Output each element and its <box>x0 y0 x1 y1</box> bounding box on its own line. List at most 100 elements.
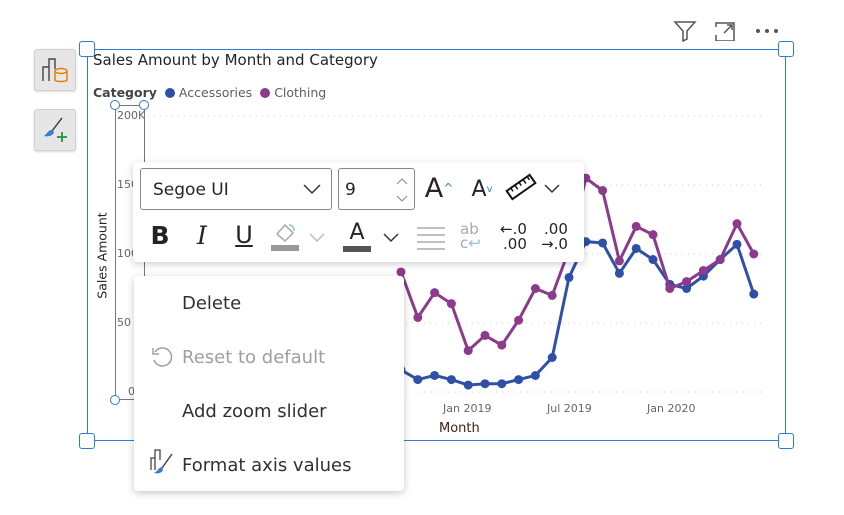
menu-item-reset-to-default[interactable]: Reset to default <box>182 347 326 368</box>
focus-mode-icon[interactable] <box>714 21 736 41</box>
legend-title: Category <box>93 85 157 100</box>
reset-icon <box>152 347 173 367</box>
legend-item-clothing[interactable]: Clothing <box>274 85 327 100</box>
underline-button[interactable]: U <box>231 218 257 252</box>
resize-handle[interactable] <box>778 41 794 57</box>
chevron-down-icon[interactable] <box>383 233 399 243</box>
data-point[interactable] <box>413 312 423 322</box>
data-point[interactable] <box>497 340 507 350</box>
format-visual-button[interactable] <box>34 109 76 151</box>
data-point[interactable] <box>749 289 759 299</box>
legend-marker <box>260 87 271 98</box>
data-point[interactable] <box>530 370 540 380</box>
data-point[interactable] <box>480 330 490 340</box>
data-point[interactable] <box>698 266 708 276</box>
font-color-button[interactable]: A <box>343 218 371 246</box>
data-point[interactable] <box>396 267 406 277</box>
y-tick: 200K <box>117 109 146 122</box>
align-icon[interactable] <box>416 226 446 252</box>
data-point[interactable] <box>631 243 641 253</box>
data-point[interactable] <box>446 375 456 385</box>
data-point[interactable] <box>715 255 725 265</box>
fill-color-icon[interactable] <box>271 220 301 252</box>
decrease-decimal-icon: ←.0 <box>500 220 527 238</box>
y-tick: 0 <box>128 385 135 398</box>
bold-button[interactable]: B <box>147 218 173 252</box>
data-point[interactable] <box>648 230 658 240</box>
word-wrap-button[interactable]: ab c↩ <box>460 220 481 252</box>
word-wrap-icon-part: c <box>460 234 469 252</box>
data-point[interactable] <box>598 238 608 248</box>
menu-item-delete[interactable]: Delete <box>182 293 242 314</box>
increase-decimal-icon: .00 <box>544 220 568 238</box>
chevron-down-icon[interactable] <box>544 184 560 194</box>
underline-icon: U <box>235 221 253 249</box>
legend-item-accessories[interactable]: Accessories <box>178 85 253 100</box>
data-point[interactable] <box>413 375 423 385</box>
data-point[interactable] <box>732 239 742 249</box>
data-point[interactable] <box>665 284 675 293</box>
data-point[interactable] <box>480 379 490 389</box>
decrease-decimal-icon-part: .00 <box>503 235 527 253</box>
y-axis-title: Sales Amount <box>94 212 110 299</box>
data-point[interactable] <box>514 315 524 325</box>
data-point[interactable] <box>497 379 507 389</box>
decrease-font-icon: A <box>471 176 487 202</box>
axis-handle[interactable] <box>110 395 120 405</box>
font-family-dropdown[interactable]: Segoe UI <box>140 168 332 210</box>
resize-handle[interactable] <box>79 41 95 57</box>
data-point[interactable] <box>514 375 524 385</box>
data-point[interactable] <box>446 299 456 309</box>
legend-marker <box>164 87 175 98</box>
data-point[interactable] <box>430 288 440 298</box>
font-color-swatch <box>343 246 371 252</box>
more-options-icon[interactable] <box>755 28 779 34</box>
menu-item-format-axis-values[interactable]: Format axis values <box>182 455 352 476</box>
data-point[interactable] <box>463 380 473 390</box>
data-point[interactable] <box>732 219 742 229</box>
data-point[interactable] <box>648 255 658 265</box>
visual-title: Sales Amount by Month and Category <box>93 51 378 69</box>
increase-decimal-button[interactable]: .00 →.0 <box>541 222 568 252</box>
data-point[interactable] <box>547 353 557 362</box>
chevron-down-icon[interactable] <box>309 233 325 243</box>
data-point[interactable] <box>614 268 624 278</box>
format-axis-icon <box>150 449 173 474</box>
data-point[interactable] <box>564 272 574 282</box>
data-point[interactable] <box>463 346 473 356</box>
data-point[interactable] <box>530 284 540 293</box>
x-tick: Jan 2020 <box>647 402 696 415</box>
data-point[interactable] <box>682 284 692 293</box>
decrease-decimal-button[interactable]: ←.0.00 <box>500 222 527 252</box>
increase-font-button[interactable]: A ^ <box>424 172 454 204</box>
resize-handle[interactable] <box>79 433 95 449</box>
font-size-input[interactable]: 9 <box>338 168 415 210</box>
filter-icon[interactable] <box>673 20 697 42</box>
resize-handle[interactable] <box>778 433 794 449</box>
data-point[interactable] <box>614 256 624 266</box>
menu-item-add-zoom-slider[interactable]: Add zoom slider <box>182 401 327 422</box>
build-visual-button[interactable] <box>34 49 76 91</box>
spinner-icon[interactable] <box>396 177 408 203</box>
legend: Category Accessories Clothing <box>93 85 326 100</box>
increase-decimal-icon-part: →.0 <box>541 235 568 253</box>
italic-button[interactable]: I <box>189 218 215 252</box>
y-tick: 50 <box>117 316 131 329</box>
axis-handle[interactable] <box>110 100 120 110</box>
ruler-icon[interactable] <box>505 172 537 202</box>
data-point[interactable] <box>547 290 557 300</box>
build-visual-icon <box>42 58 68 83</box>
format-visual-icon <box>44 117 67 142</box>
data-point[interactable] <box>430 370 440 380</box>
bold-icon: B <box>150 220 170 250</box>
axis-handle[interactable] <box>139 100 149 110</box>
increase-font-icon: A <box>424 172 444 204</box>
data-point[interactable] <box>598 186 608 196</box>
x-tick: Jul 2019 <box>547 402 592 415</box>
data-point[interactable] <box>682 277 692 287</box>
x-tick: Jan 2019 <box>443 402 492 415</box>
data-point[interactable] <box>749 249 759 259</box>
data-point[interactable] <box>631 221 641 231</box>
visual-frame[interactable] <box>87 49 786 441</box>
